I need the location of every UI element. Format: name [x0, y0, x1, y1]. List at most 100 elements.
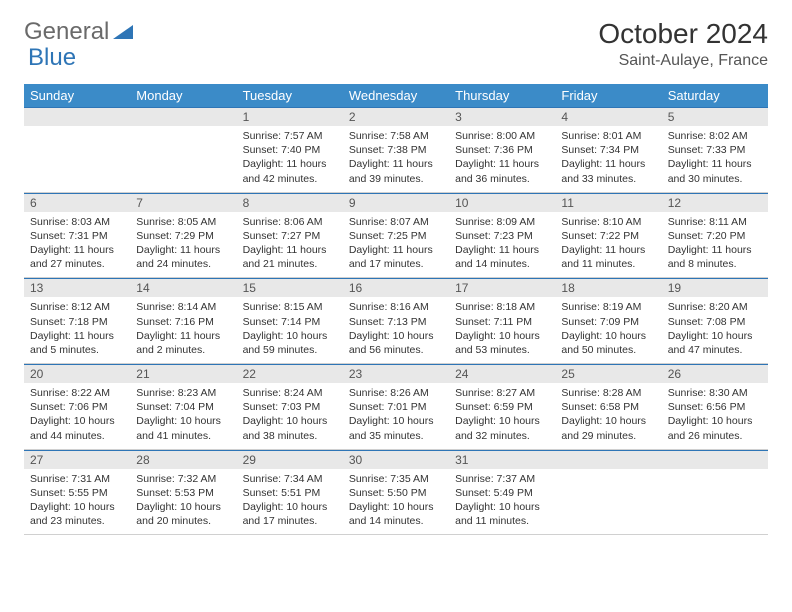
calendar-day-cell: 27Sunrise: 7:31 AMSunset: 5:55 PMDayligh…: [24, 449, 130, 535]
day-number: [662, 450, 768, 469]
calendar-day-cell: 29Sunrise: 7:34 AMSunset: 5:51 PMDayligh…: [237, 449, 343, 535]
day-content: Sunrise: 7:37 AMSunset: 5:49 PMDaylight:…: [449, 469, 555, 535]
location: Saint-Aulaye, France: [598, 52, 768, 70]
sunrise-line: Sunrise: 8:24 AM: [243, 386, 337, 400]
daylight-line: Daylight: 11 hours and 2 minutes.: [136, 329, 230, 357]
daylight-line: Daylight: 10 hours and 11 minutes.: [455, 500, 549, 528]
day-number: 9: [343, 193, 449, 212]
calendar-week-row: 27Sunrise: 7:31 AMSunset: 5:55 PMDayligh…: [24, 449, 768, 535]
daylight-line: Daylight: 11 hours and 8 minutes.: [668, 243, 762, 271]
day-number: 4: [555, 107, 661, 126]
daylight-line: Daylight: 10 hours and 50 minutes.: [561, 329, 655, 357]
day-number: [555, 450, 661, 469]
weekday-header: Monday: [130, 84, 236, 107]
calendar-week-row: 20Sunrise: 8:22 AMSunset: 7:06 PMDayligh…: [24, 364, 768, 450]
day-content: Sunrise: 7:32 AMSunset: 5:53 PMDaylight:…: [130, 469, 236, 535]
day-content: Sunrise: 8:23 AMSunset: 7:04 PMDaylight:…: [130, 383, 236, 449]
daylight-line: Daylight: 10 hours and 14 minutes.: [349, 500, 443, 528]
sunset-line: Sunset: 7:22 PM: [561, 229, 655, 243]
sunrise-line: Sunrise: 7:37 AM: [455, 472, 549, 486]
sunset-line: Sunset: 5:50 PM: [349, 486, 443, 500]
daylight-line: Daylight: 11 hours and 5 minutes.: [30, 329, 124, 357]
calendar-day-cell: 24Sunrise: 8:27 AMSunset: 6:59 PMDayligh…: [449, 364, 555, 450]
weekday-header: Tuesday: [237, 84, 343, 107]
sunset-line: Sunset: 7:20 PM: [668, 229, 762, 243]
sunset-line: Sunset: 7:04 PM: [136, 400, 230, 414]
sunrise-line: Sunrise: 8:03 AM: [30, 215, 124, 229]
day-content: Sunrise: 8:30 AMSunset: 6:56 PMDaylight:…: [662, 383, 768, 449]
day-content: Sunrise: 8:12 AMSunset: 7:18 PMDaylight:…: [24, 297, 130, 363]
day-content: Sunrise: 7:57 AMSunset: 7:40 PMDaylight:…: [237, 126, 343, 192]
sunset-line: Sunset: 7:29 PM: [136, 229, 230, 243]
day-number: 31: [449, 450, 555, 469]
sunset-line: Sunset: 7:16 PM: [136, 315, 230, 329]
daylight-line: Daylight: 10 hours and 35 minutes.: [349, 414, 443, 442]
day-content: Sunrise: 7:58 AMSunset: 7:38 PMDaylight:…: [343, 126, 449, 192]
day-number: 25: [555, 364, 661, 383]
sunrise-line: Sunrise: 8:22 AM: [30, 386, 124, 400]
sunset-line: Sunset: 7:06 PM: [30, 400, 124, 414]
sunset-line: Sunset: 7:14 PM: [243, 315, 337, 329]
day-content: Sunrise: 8:02 AMSunset: 7:33 PMDaylight:…: [662, 126, 768, 192]
daylight-line: Daylight: 10 hours and 41 minutes.: [136, 414, 230, 442]
sunset-line: Sunset: 7:18 PM: [30, 315, 124, 329]
sunrise-line: Sunrise: 8:02 AM: [668, 129, 762, 143]
sunset-line: Sunset: 5:49 PM: [455, 486, 549, 500]
weekday-header-row: SundayMondayTuesdayWednesdayThursdayFrid…: [24, 84, 768, 107]
calendar-table: SundayMondayTuesdayWednesdayThursdayFrid…: [24, 84, 768, 535]
day-content: Sunrise: 8:03 AMSunset: 7:31 PMDaylight:…: [24, 212, 130, 278]
calendar-day-cell: [24, 107, 130, 192]
sunrise-line: Sunrise: 8:12 AM: [30, 300, 124, 314]
sunrise-line: Sunrise: 8:00 AM: [455, 129, 549, 143]
sunrise-line: Sunrise: 7:31 AM: [30, 472, 124, 486]
daylight-line: Daylight: 10 hours and 23 minutes.: [30, 500, 124, 528]
day-number: 29: [237, 450, 343, 469]
calendar-day-cell: 8Sunrise: 8:06 AMSunset: 7:27 PMDaylight…: [237, 192, 343, 278]
sunset-line: Sunset: 6:59 PM: [455, 400, 549, 414]
sunrise-line: Sunrise: 8:01 AM: [561, 129, 655, 143]
header: General October 2024 Saint-Aulaye, Franc…: [24, 18, 768, 70]
daylight-line: Daylight: 10 hours and 26 minutes.: [668, 414, 762, 442]
sunrise-line: Sunrise: 8:07 AM: [349, 215, 443, 229]
sunset-line: Sunset: 7:38 PM: [349, 143, 443, 157]
month-title: October 2024: [598, 18, 768, 50]
day-content: Sunrise: 8:00 AMSunset: 7:36 PMDaylight:…: [449, 126, 555, 192]
day-content: Sunrise: 8:05 AMSunset: 7:29 PMDaylight:…: [130, 212, 236, 278]
sunrise-line: Sunrise: 8:30 AM: [668, 386, 762, 400]
sunrise-line: Sunrise: 7:35 AM: [349, 472, 443, 486]
calendar-day-cell: 6Sunrise: 8:03 AMSunset: 7:31 PMDaylight…: [24, 192, 130, 278]
day-content: [130, 126, 236, 178]
day-number: 2: [343, 107, 449, 126]
sunrise-line: Sunrise: 8:05 AM: [136, 215, 230, 229]
day-content: [662, 469, 768, 521]
calendar-day-cell: 4Sunrise: 8:01 AMSunset: 7:34 PMDaylight…: [555, 107, 661, 192]
sunrise-line: Sunrise: 8:19 AM: [561, 300, 655, 314]
weekday-header: Wednesday: [343, 84, 449, 107]
sunrise-line: Sunrise: 7:57 AM: [243, 129, 337, 143]
day-number: 1: [237, 107, 343, 126]
daylight-line: Daylight: 10 hours and 38 minutes.: [243, 414, 337, 442]
sunrise-line: Sunrise: 8:10 AM: [561, 215, 655, 229]
calendar-day-cell: [130, 107, 236, 192]
day-content: Sunrise: 8:28 AMSunset: 6:58 PMDaylight:…: [555, 383, 661, 449]
day-number: 30: [343, 450, 449, 469]
sunset-line: Sunset: 7:25 PM: [349, 229, 443, 243]
sunset-line: Sunset: 7:36 PM: [455, 143, 549, 157]
daylight-line: Daylight: 10 hours and 47 minutes.: [668, 329, 762, 357]
calendar-day-cell: 23Sunrise: 8:26 AMSunset: 7:01 PMDayligh…: [343, 364, 449, 450]
sunset-line: Sunset: 7:33 PM: [668, 143, 762, 157]
logo: General: [24, 18, 135, 46]
title-block: October 2024 Saint-Aulaye, France: [598, 18, 768, 70]
sunset-line: Sunset: 7:08 PM: [668, 315, 762, 329]
daylight-line: Daylight: 11 hours and 17 minutes.: [349, 243, 443, 271]
daylight-line: Daylight: 11 hours and 36 minutes.: [455, 157, 549, 185]
daylight-line: Daylight: 10 hours and 32 minutes.: [455, 414, 549, 442]
day-content: Sunrise: 8:10 AMSunset: 7:22 PMDaylight:…: [555, 212, 661, 278]
sunrise-line: Sunrise: 8:23 AM: [136, 386, 230, 400]
sunrise-line: Sunrise: 8:28 AM: [561, 386, 655, 400]
day-content: Sunrise: 8:09 AMSunset: 7:23 PMDaylight:…: [449, 212, 555, 278]
day-content: Sunrise: 8:27 AMSunset: 6:59 PMDaylight:…: [449, 383, 555, 449]
day-content: [555, 469, 661, 521]
day-number: 10: [449, 193, 555, 212]
daylight-line: Daylight: 10 hours and 17 minutes.: [243, 500, 337, 528]
